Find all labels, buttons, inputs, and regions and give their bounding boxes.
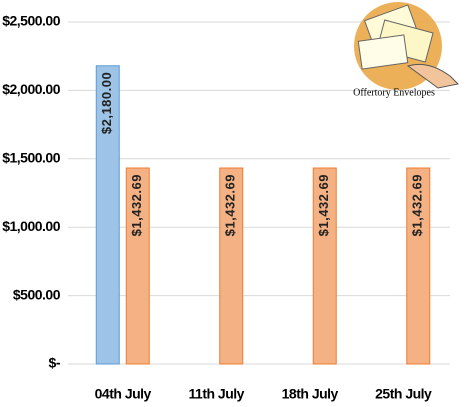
x-tick-label: 11th July — [189, 386, 245, 402]
clipart — [354, 2, 458, 90]
y-tick-label: $500.00 — [13, 286, 61, 302]
x-tick-label: 04th July — [95, 386, 152, 402]
data-label: $1,432.69 — [129, 174, 144, 236]
data-label: $1,432.69 — [410, 174, 425, 236]
annotation: Offertory Envelopes — [353, 87, 435, 98]
y-tick-label: $2,500.00 — [2, 13, 60, 29]
data-label: $1,432.69 — [316, 174, 331, 236]
chart: $- $500.00 $1,000.00 $1,500.00 $2,000.00 $2,5… — [0, 0, 469, 407]
y-tick-label: $- — [49, 355, 61, 371]
y-tick-label: $2,000.00 — [2, 81, 60, 97]
data-label: $1,432.69 — [223, 174, 238, 236]
x-tick-label: 18th July — [282, 386, 339, 402]
data-label: $2,180.00 — [99, 72, 114, 134]
y-tick-label: $1,000.00 — [2, 218, 60, 234]
x-tick-label: 25th July — [375, 386, 432, 402]
y-tick-label: $1,500.00 — [2, 150, 60, 166]
